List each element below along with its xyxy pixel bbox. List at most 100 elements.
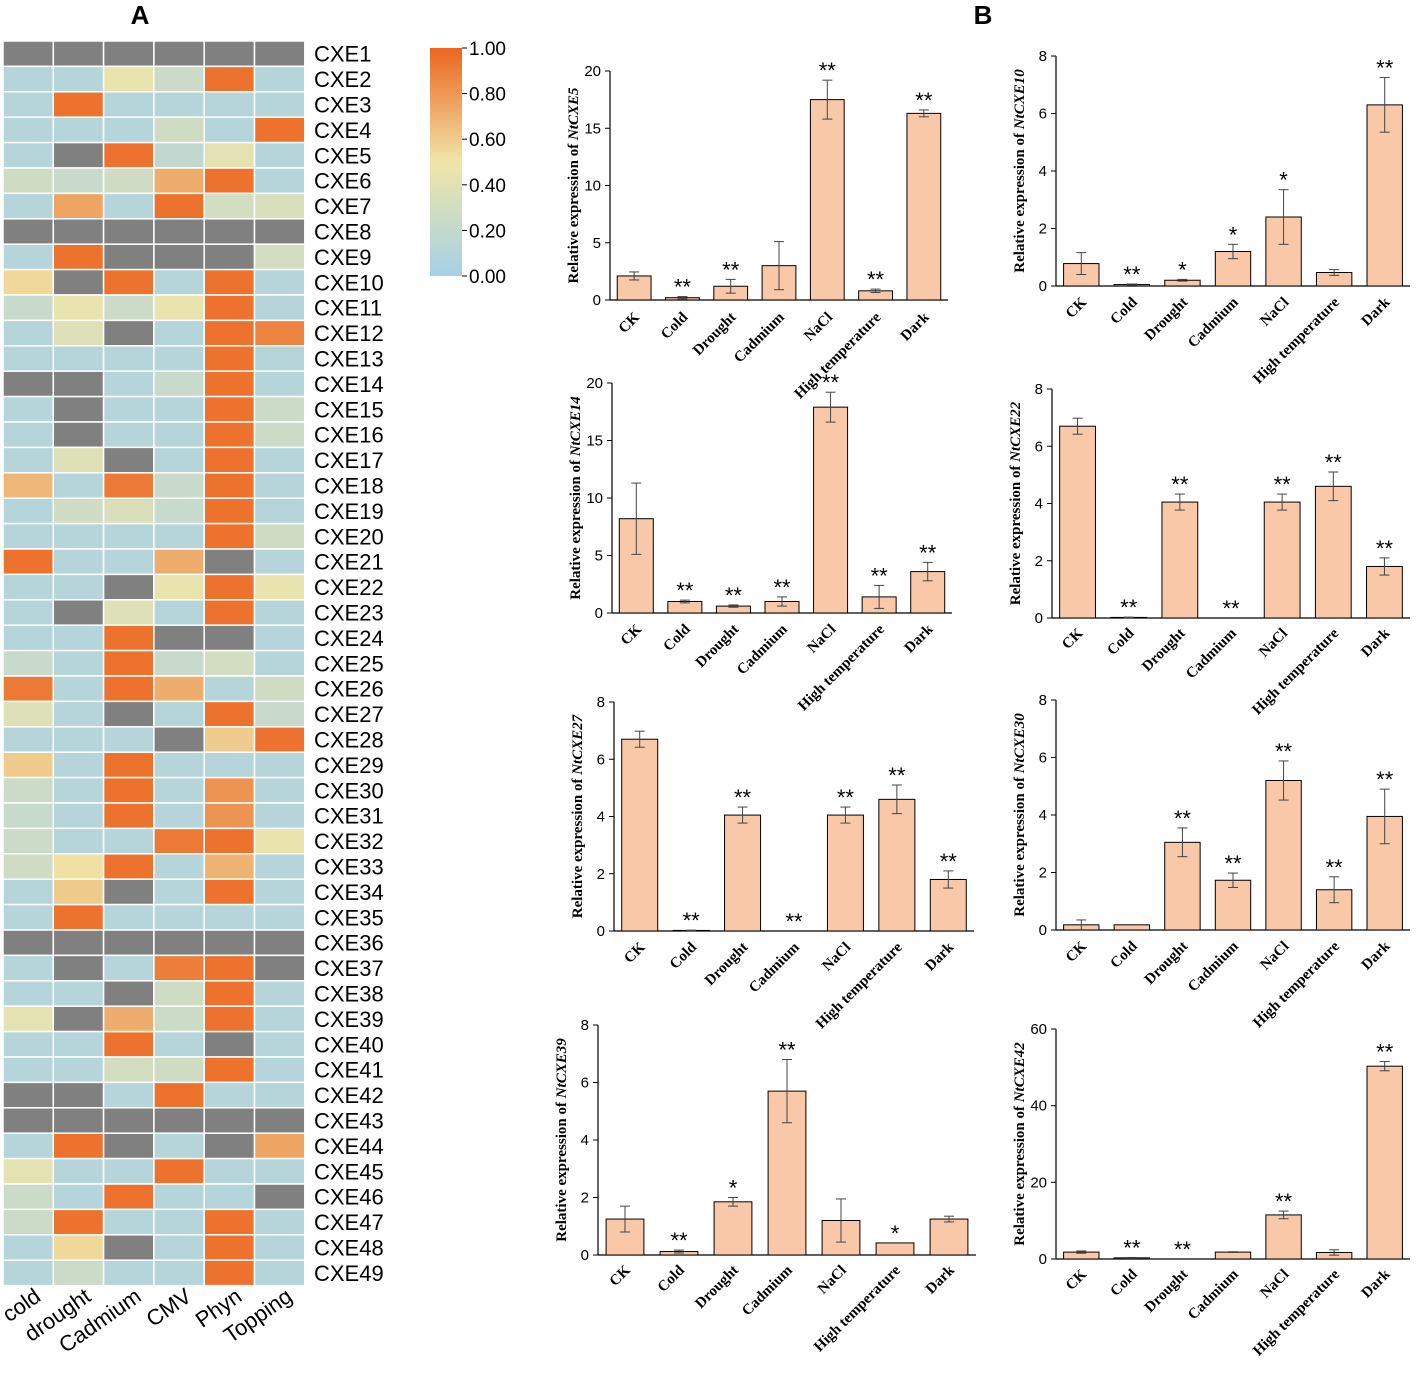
heatmap-cell-cxe42-cold: [2, 1081, 55, 1109]
heatmap-cell-cxe31-cold: [2, 802, 55, 830]
heatmap-cell-cxe9-drought: [52, 243, 105, 271]
heatmap-cell-cxe17-cmv: [153, 446, 205, 474]
significance-marker: **: [734, 785, 752, 810]
y-tick-label: 2: [581, 1190, 589, 1207]
heatmap-cell-cxe39-phyn: [203, 1005, 256, 1033]
heatmap-cell-cxe43-cmv: [153, 1107, 205, 1134]
heatmap-cell-cxe7-cmv: [153, 192, 205, 220]
heatmap-cell-cxe10-cold: [2, 268, 55, 296]
heatmap-cell-cxe47-topping: [253, 1208, 306, 1236]
heatmap-row-label: CXE7: [314, 194, 371, 219]
heatmap-cell-cxe25-drought: [52, 649, 105, 677]
heatmap-cell-cxe3-topping: [253, 91, 306, 118]
heatmap-row-label: CXE48: [314, 1236, 384, 1261]
heatmap-cell-cxe18-cadmium: [102, 472, 155, 499]
heatmap-cell-cxe24-cadmium: [102, 624, 155, 652]
heatmap-cell-cxe37-cold: [2, 954, 55, 982]
error-bar: [944, 1215, 954, 1223]
bar-dark: [1366, 1065, 1403, 1260]
heatmap-cell-cxe35-drought: [52, 903, 105, 931]
heatmap-cell-cxe40-phyn: [203, 1030, 256, 1058]
heatmap-cell-cxe16-cadmium: [102, 421, 155, 449]
heatmap-cell-cxe47-cadmium: [102, 1208, 155, 1236]
x-tick-label: Dark: [1358, 625, 1393, 660]
y-tick-label: 8: [1039, 48, 1047, 65]
heatmap-cell-cxe6-phyn: [203, 167, 256, 195]
x-tick-label: CK: [1063, 938, 1090, 965]
heatmap-cell-cxe20-cadmium: [102, 522, 155, 550]
heatmap-cell-cxe32-cadmium: [102, 827, 155, 855]
y-tick-label: 0: [593, 292, 601, 309]
legend-tick-label: 0.20: [469, 221, 506, 242]
significance-marker: *: [1178, 257, 1187, 282]
heatmap-cell-cxe6-cmv: [153, 167, 205, 195]
heatmap-cell-cxe10-topping: [253, 268, 306, 296]
heatmap-cell-cxe46-cadmium: [102, 1183, 155, 1211]
bar-high-temperature: [1314, 485, 1352, 619]
x-tick-label: Cadmium: [1185, 294, 1242, 351]
error-bar: [1379, 557, 1390, 576]
y-axis-label-prefix: Relative expression of: [568, 456, 584, 599]
heatmap-cell-cxe28-topping: [253, 726, 306, 753]
bar-high-temperature: [875, 1242, 915, 1256]
heatmap-cell-cxe35-phyn: [203, 903, 256, 931]
significance-marker: **: [867, 267, 885, 292]
heatmap-cell-cxe20-cmv: [153, 522, 205, 550]
heatmap-cell-cxe22-phyn: [203, 573, 256, 601]
heatmap-cell-cxe13-phyn: [203, 345, 256, 372]
x-tick-label: Cold: [655, 1262, 689, 1296]
x-tick-label: Cold: [658, 309, 692, 343]
bar-chart-ntcxe22: 0 2 4 6 8 Relative expression of NtCXE22 CK ** C…: [1008, 381, 1410, 718]
x-tick-label: NaCl: [815, 1263, 850, 1298]
heatmap-cell-cxe27-cmv: [153, 700, 205, 728]
heatmap-cell-cxe26-topping: [253, 675, 306, 703]
x-tick-label: NaCl: [805, 622, 840, 657]
heatmap-cell-cxe8-topping: [253, 218, 306, 245]
heatmap-row-label: CXE5: [314, 143, 371, 168]
x-tick-label: NaCl: [819, 940, 854, 975]
x-tick-label: CK: [1063, 1266, 1090, 1293]
error-bar: [836, 1198, 846, 1243]
panel-a-label: A: [131, 0, 150, 30]
heatmap-cell-cxe14-cmv: [153, 370, 205, 398]
heatmap-cell-cxe46-phyn: [203, 1183, 256, 1211]
heatmap-cell-cxe10-cmv: [153, 268, 205, 296]
heatmap-cell-cxe48-cadmium: [102, 1234, 155, 1261]
heatmap-cell-cxe38-cmv: [153, 980, 205, 1007]
heatmap-cell-cxe32-drought: [52, 827, 105, 855]
heatmap-cell-cxe31-drought: [52, 802, 105, 830]
heatmap-cell-cxe41-phyn: [203, 1056, 256, 1084]
significance-marker: **: [1174, 1237, 1192, 1262]
x-tick-label: CK: [621, 939, 648, 966]
heatmap-cell-cxe17-topping: [253, 446, 306, 474]
error-bar: [728, 604, 739, 608]
significance-marker: **: [1222, 596, 1240, 621]
heatmap-cell-cxe31-phyn: [203, 802, 256, 830]
heatmap-cell-cxe33-phyn: [203, 853, 256, 880]
heatmap-cell-cxe3-cold: [2, 91, 55, 118]
error-bar: [631, 482, 642, 555]
heatmap-cell-cxe11-drought: [52, 294, 105, 322]
heatmap-cell-cxe26-drought: [52, 675, 105, 703]
heatmap-cell-cxe23-cadmium: [102, 599, 155, 626]
heatmap-cell-cxe6-cadmium: [102, 167, 155, 195]
x-tick-label: Cold: [1108, 938, 1142, 972]
y-tick-label: 2: [1039, 221, 1047, 238]
heatmap-cell-cxe4-drought: [52, 116, 105, 144]
heatmap-cell-cxe46-cold: [2, 1183, 55, 1211]
bar-drought: [713, 1201, 753, 1256]
heatmap-cell-cxe1-cadmium: [102, 40, 155, 68]
heatmap-cell-cxe30-phyn: [203, 776, 256, 804]
heatmap-cell-cxe45-cold: [2, 1157, 55, 1185]
x-tick-label: Cadmium: [746, 939, 803, 996]
heatmap-cell-cxe38-phyn: [203, 980, 256, 1007]
error-bar: [1379, 77, 1390, 133]
heatmap-cell-cxe43-phyn: [203, 1107, 256, 1134]
heatmap-cell-cxe44-cmv: [153, 1132, 205, 1160]
error-bar: [1329, 269, 1340, 276]
error-bar: [891, 784, 902, 815]
bar-chart-ntcxe30: 0 2 4 6 8 Relative expression of NtCXE30 CK Col…: [1012, 692, 1410, 1031]
heatmap-cell-cxe33-topping: [253, 853, 306, 880]
heatmap-cell-cxe12-cold: [2, 319, 55, 347]
heatmap-cell-cxe4-cold: [2, 116, 55, 144]
